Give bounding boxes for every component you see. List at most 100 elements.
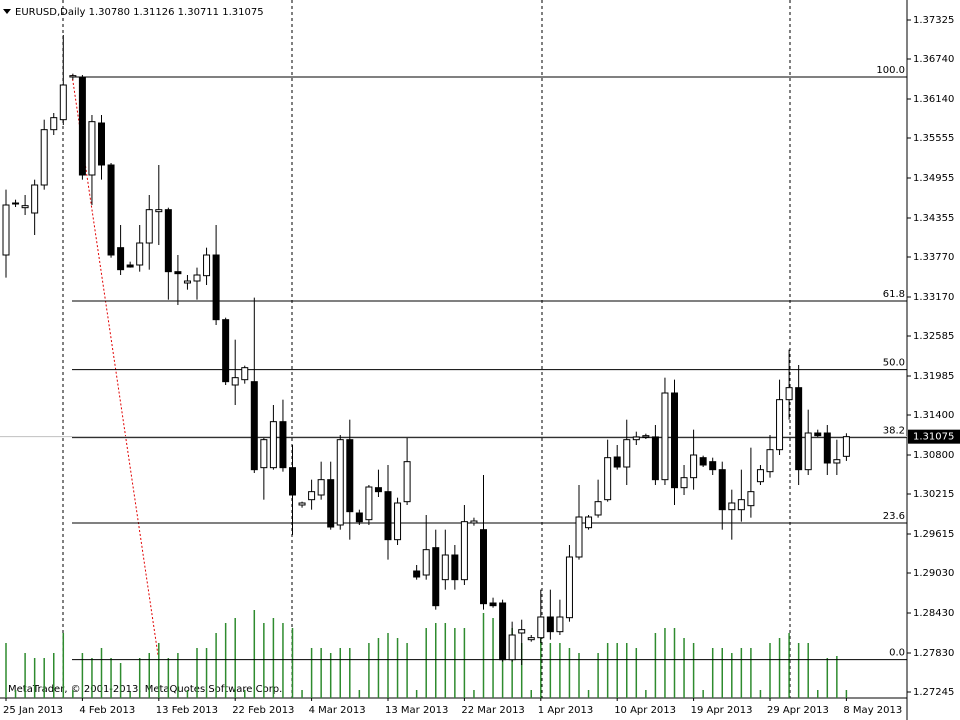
x-tick-label: 1 Apr 2013 — [538, 705, 593, 716]
candle-body — [384, 491, 392, 541]
candle-body — [212, 254, 220, 321]
candle-body — [279, 421, 287, 469]
candle-body — [632, 436, 640, 441]
fibo-label: 100.0 — [876, 65, 905, 76]
x-tick-label: 25 Jan 2013 — [3, 705, 63, 716]
candle-body — [126, 264, 134, 268]
candle-body — [365, 486, 373, 521]
y-tick-label: 1.32585 — [913, 331, 954, 342]
menu-triangle[interactable] — [3, 9, 11, 14]
candle-body — [728, 502, 736, 511]
candle-body — [795, 387, 803, 471]
y-tick-label: 1.36140 — [913, 94, 954, 105]
candle-body — [222, 319, 230, 383]
candle-body — [403, 461, 411, 503]
candle-body — [327, 479, 335, 528]
candle-body — [508, 634, 516, 661]
candle-body — [480, 529, 487, 605]
y-tick-label: 1.35555 — [913, 133, 954, 144]
candle-body — [355, 512, 363, 523]
copyright: MetaTrader, © 2001-2013, MetaQuotes Soft… — [8, 684, 282, 695]
candle-body — [183, 280, 191, 284]
y-tick-label: 1.30800 — [913, 450, 954, 461]
candle-body — [546, 616, 554, 633]
candle-body — [12, 202, 20, 205]
candle-body — [98, 122, 105, 166]
candle-body — [747, 491, 755, 507]
candle-body — [766, 449, 774, 473]
y-tick-label: 1.33170 — [913, 292, 954, 303]
candle-body — [69, 75, 77, 78]
fibo-label: 61.8 — [883, 289, 905, 300]
x-tick-label: 22 Feb 2013 — [232, 705, 294, 716]
x-tick-label: 10 Apr 2013 — [614, 705, 676, 716]
candle-body — [575, 516, 583, 558]
candle-body — [642, 435, 650, 438]
candle-body — [651, 436, 659, 481]
y-tick-label: 1.33770 — [913, 252, 954, 263]
x-tick-label: 8 May 2013 — [843, 705, 902, 716]
candle-body — [565, 556, 573, 619]
fibo-label: 50.0 — [883, 358, 905, 369]
x-tick-label: 13 Feb 2013 — [156, 705, 218, 716]
candle-body — [814, 432, 822, 437]
candle-body — [604, 457, 612, 501]
candle-body — [317, 479, 325, 496]
y-tick-label: 1.27830 — [913, 648, 954, 659]
y-tick-label: 1.27245 — [913, 687, 954, 698]
candle-body — [460, 521, 468, 581]
candle-body — [308, 491, 316, 501]
candle-body — [78, 77, 86, 176]
candle-body — [145, 209, 153, 244]
y-tick-label: 1.29615 — [913, 529, 954, 540]
candle-body — [661, 392, 669, 481]
candle-body — [164, 209, 172, 273]
candle-body — [537, 616, 545, 639]
candle-body — [260, 439, 268, 469]
candle-body — [374, 487, 382, 493]
candle-body — [40, 129, 48, 186]
candle-body — [117, 247, 125, 271]
chart-title: EURUSD,Daily 1.30780 1.31126 1.30711 1.3… — [15, 7, 264, 18]
candle-body — [413, 570, 421, 578]
x-tick-label: 13 Mar 2013 — [385, 705, 448, 716]
candle-body — [585, 516, 593, 529]
candle-body — [594, 501, 602, 516]
candle-body — [193, 274, 201, 282]
candle-body — [527, 637, 535, 641]
y-tick-label: 1.34355 — [913, 213, 954, 224]
candle-body — [346, 439, 354, 513]
candle-body — [699, 457, 707, 466]
candle-body — [336, 439, 344, 526]
candle-body — [298, 502, 306, 506]
candle-body — [785, 387, 793, 401]
y-tick-label: 1.28430 — [913, 608, 954, 619]
candle-body — [203, 254, 211, 277]
candle-body — [737, 499, 745, 511]
candle-body — [241, 367, 249, 381]
candle-body — [136, 242, 144, 266]
candle-body — [21, 205, 29, 209]
candle-body — [709, 461, 717, 471]
candle-body — [613, 456, 621, 468]
candle-body — [2, 204, 10, 256]
candle-body — [289, 467, 296, 496]
candle-body — [50, 117, 58, 131]
candle-body — [671, 392, 678, 489]
candle-body — [489, 602, 497, 607]
candle-body — [499, 602, 507, 661]
fibo-label: 23.6 — [883, 511, 905, 522]
fibo-label: 0.0 — [889, 648, 905, 659]
candle-body — [470, 520, 478, 524]
candle-body — [833, 459, 841, 464]
candle-body — [776, 399, 784, 451]
y-tick-label: 1.31400 — [913, 410, 954, 421]
candle-body — [59, 84, 67, 121]
y-tick-label: 1.30215 — [913, 489, 954, 500]
candle-body — [823, 432, 831, 464]
candle-body — [441, 554, 449, 581]
fibo-label: 38.2 — [883, 426, 905, 437]
candle-body — [756, 469, 764, 483]
x-tick-label: 4 Mar 2013 — [309, 705, 366, 716]
